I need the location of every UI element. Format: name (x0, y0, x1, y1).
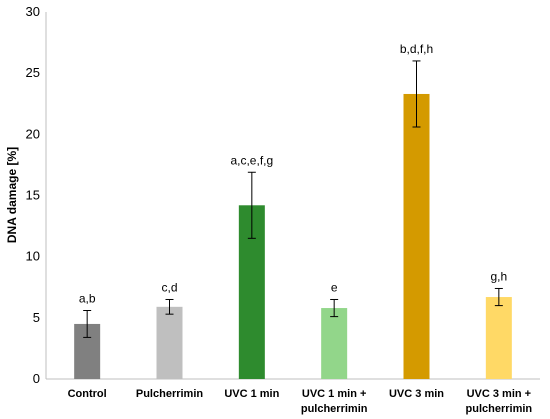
significance-label: g,h (490, 269, 507, 283)
significance-label: e (331, 280, 338, 294)
category-labels: Control Pulcherrimin UVC 1 min UVC 1 min + p… (68, 388, 533, 415)
bar (403, 93, 430, 380)
bar (321, 308, 348, 379)
error-bar (330, 298, 339, 318)
error-bar (165, 298, 174, 315)
category-label: UVC 1 min (224, 388, 279, 400)
error-bar (494, 287, 503, 307)
bars (74, 93, 512, 380)
y-tick-label: 10 (26, 249, 40, 264)
category-label: Pulcherrimin (136, 388, 204, 400)
category-label: UVC 3 min (389, 388, 444, 400)
category-label-line: pulcherrimin (301, 403, 368, 415)
bar (485, 297, 512, 379)
y-tick-label: 20 (26, 126, 40, 141)
significance-label: a,c,e,f,g (230, 153, 273, 167)
category-label: UVC 1 min + pulcherrimin (301, 388, 368, 415)
significance-label: a,b (79, 291, 96, 305)
y-tick-label: 5 (33, 310, 40, 325)
significance-label: b,d,f,h (400, 42, 433, 56)
y-tick-label: 0 (33, 371, 40, 386)
category-label: Control (68, 388, 107, 400)
category-label-line: pulcherrimin (466, 403, 533, 415)
error-bar (83, 309, 92, 338)
y-tick-label: 15 (26, 188, 40, 203)
axes: 0 5 10 15 20 25 30 (26, 4, 540, 386)
error-bar (412, 60, 421, 128)
category-label-line: Control (68, 388, 107, 400)
category-label-line: UVC 3 min (389, 388, 444, 400)
y-axis-title: DNA damage [%] (5, 147, 19, 243)
category-label-line: UVC 1 min (224, 388, 279, 400)
error-bars (83, 60, 503, 338)
category-label-line: Pulcherrimin (136, 388, 204, 400)
y-tick-label: 30 (26, 4, 40, 19)
category-label-line: UVC 3 min + (467, 388, 532, 400)
error-bar (247, 171, 256, 239)
significance-label: c,d (161, 280, 177, 294)
bar (156, 306, 183, 379)
category-label: UVC 3 min + pulcherrimin (466, 388, 533, 415)
y-tick-label: 25 (26, 65, 40, 80)
category-label-line: UVC 1 min + (302, 388, 367, 400)
significance-labels: a,b c,d a,c,e,f,g e b,d,f,h g,h (79, 42, 507, 306)
